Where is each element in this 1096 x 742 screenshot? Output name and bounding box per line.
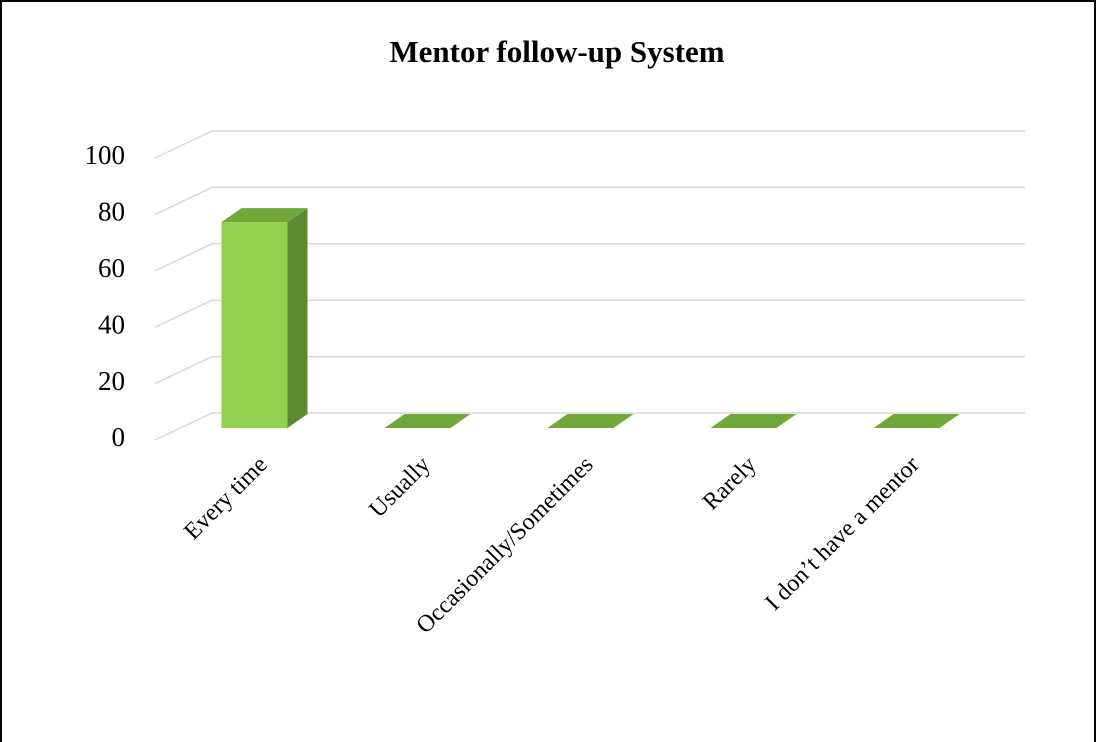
y-tick-label: 0 [112,422,126,452]
grid-line [154,130,1025,159]
y-tick-label: 80 [98,197,125,227]
bar-top [710,414,797,428]
bar [873,414,960,428]
grid-line [154,243,1025,272]
bar [547,414,634,428]
bar-top [384,414,471,428]
y-tick-label: 40 [98,309,125,339]
grid-line [154,412,1025,441]
chart-title: Mentor follow-up System [389,34,724,69]
bar [384,414,471,428]
bar-side [287,208,308,428]
bar-top [221,208,308,223]
bar-top [873,414,960,428]
y-tick-label: 100 [85,140,126,170]
bar [221,208,308,428]
grid-line [154,186,1025,216]
bar-front [221,222,288,428]
grid-line [154,299,1025,328]
grid-line [154,355,1025,385]
bar [710,414,797,428]
y-tick-label: 60 [98,253,125,283]
bar-top [547,414,634,428]
y-tick-label: 20 [98,366,125,396]
